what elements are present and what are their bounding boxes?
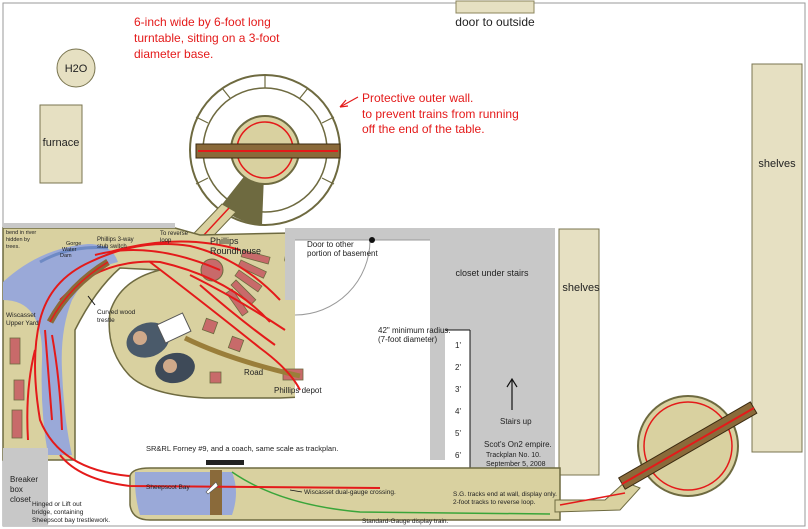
gorge-2: Water: [62, 247, 77, 253]
sheepscot-label: Sheepscot Bay: [146, 484, 190, 491]
turntable-note-3: diameter base.: [134, 47, 213, 61]
h2o-label: H2O: [65, 63, 88, 75]
turntable-note-1: 6-inch wide by 6-foot long: [134, 15, 271, 29]
breaker-1: Breaker: [10, 475, 38, 484]
bend-2: hidden by: [6, 237, 30, 243]
radius-2: (7-foot diameter): [378, 335, 437, 344]
wiscasset-2: Upper Yard: [6, 320, 39, 327]
crossing-label: Wiscasset dual-gauge crossing.: [304, 489, 396, 496]
gorge-3: Dam: [60, 253, 72, 259]
wiscasset-1: Wiscasset: [6, 312, 36, 319]
standard-gauge-label: Standard-Gauge display train.: [362, 518, 449, 525]
ruler-3: 3': [455, 385, 461, 394]
hinged-2: bridge, containing: [32, 509, 84, 516]
big-turntable: [189, 74, 341, 226]
bend-3: trees.: [6, 244, 20, 250]
right-strip: [554, 481, 641, 513]
phillips-switch-1: Phillips 3-way: [97, 237, 134, 243]
furnace: [39, 104, 83, 184]
bend-1: bend in river: [6, 230, 36, 236]
bay-table: [129, 467, 561, 521]
turntable-note-2: turntable, sitting on a 3-foot: [134, 31, 280, 45]
wall-note-3: off the end of the table.: [362, 122, 485, 136]
trestle-1: Curved wood: [97, 309, 136, 316]
phillips-depot-label: Phillips depot: [274, 386, 322, 395]
door-outside: [455, 0, 535, 14]
title-2: Trackplan No. 10.: [486, 452, 541, 459]
boat-icon: [205, 481, 219, 495]
road: [183, 335, 301, 379]
shelves-right: [751, 63, 803, 453]
ruler-4: 4': [455, 407, 461, 416]
trestle-bay: [210, 470, 222, 515]
door-outside-label: door to outside: [455, 15, 535, 29]
stairs-arrow: [506, 377, 518, 410]
shelves-mid-label: shelves: [562, 282, 600, 294]
hinged-1: Hinged or Lift out: [32, 501, 82, 508]
breaker-3: closet: [10, 495, 32, 504]
sg-note-1: S.G. tracks end at wall, display only.: [453, 491, 557, 498]
breaker-2: box: [10, 485, 23, 494]
standard-gauge-track: [231, 471, 551, 515]
title-1: Scot's On2 empire.: [484, 440, 552, 449]
roundhouse-2: Roundhouse: [210, 246, 261, 256]
shelves-right-label: shelves: [758, 158, 796, 170]
shelves-mid: [558, 228, 600, 476]
forney-train: [206, 460, 244, 465]
to-reverse-2: loop: [160, 238, 172, 244]
sg-note-2: 2-foot tracks to reverse loop.: [453, 499, 536, 506]
door-swing: [294, 239, 371, 316]
breaker-closet: [3, 448, 48, 526]
wall-note-arrow: [339, 96, 359, 108]
trestle-2: trestle: [97, 317, 115, 324]
water-heater: [56, 48, 96, 88]
gray-wall: [3, 223, 175, 228]
door-other-2: portion of basement: [307, 249, 378, 258]
closet-label: closet under stairs: [455, 268, 529, 278]
small-turntable: [617, 395, 758, 497]
ruler-1: 1': [455, 341, 461, 350]
to-reverse-1: To reverse: [160, 231, 189, 237]
door-other-1: Door to other: [307, 240, 354, 249]
river: [3, 244, 118, 455]
ruler-2: 2': [455, 363, 461, 372]
furnace-label: furnace: [43, 137, 80, 149]
wall-note-2: to prevent trains from running: [362, 107, 519, 121]
phillips-switch-2: stub switch: [97, 244, 127, 250]
stairs-up-label: Stairs up: [500, 417, 532, 426]
ruler-5: 5': [455, 429, 461, 438]
roundhouse-1: Phillips: [210, 236, 239, 246]
hinged-3: Sheepscot bay trestlework.: [32, 517, 110, 524]
people-figure: [126, 312, 195, 384]
title-3: September 5, 2008: [486, 461, 546, 468]
stairs-ruler: [445, 329, 471, 468]
ruler-6: 6': [455, 451, 461, 460]
radius-1: 42" minimum radius.: [378, 326, 451, 335]
gorge-1: Gorge: [66, 241, 81, 247]
wall-note-1: Protective outer wall.: [362, 91, 473, 105]
open-floor: [295, 240, 430, 468]
road-label: Road: [244, 368, 263, 377]
forney-label: SR&RL Forney #9, and a coach, same scale…: [146, 444, 338, 453]
